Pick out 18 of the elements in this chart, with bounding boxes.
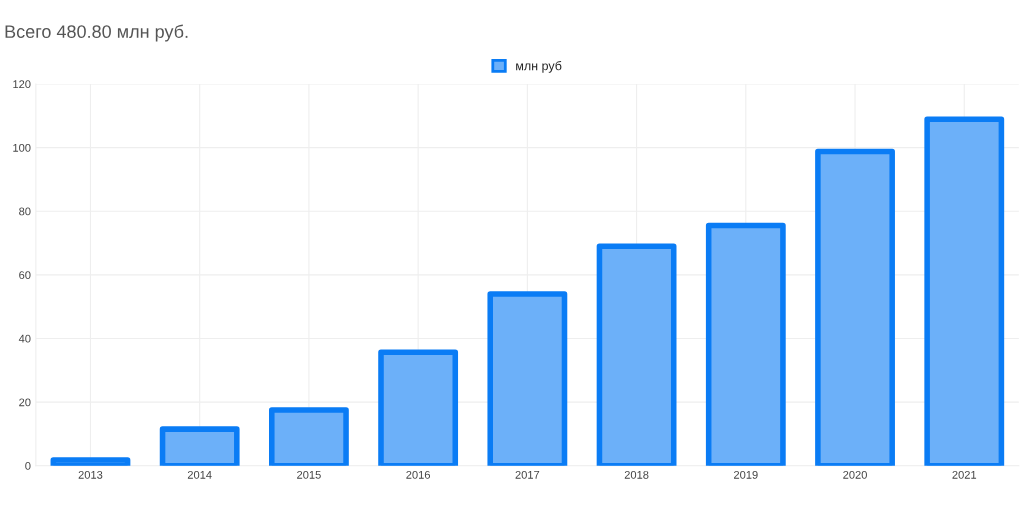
chart-title: Всего 480.80 млн руб.	[5, 24, 188, 42]
y-tick-label: 120	[13, 80, 31, 89]
x-tick-label: 2019	[734, 470, 758, 479]
y-tick-label: 40	[18, 334, 31, 343]
y-tick-label: 60	[19, 271, 31, 279]
y-tick-label: 20	[19, 398, 31, 407]
y-tick-label: 100	[13, 143, 31, 152]
x-tick-label: 2015	[297, 470, 321, 479]
x-tick-label: 2018	[624, 470, 649, 479]
x-tick-label: 2013	[78, 470, 103, 479]
legend-label: млн руб	[516, 60, 562, 73]
x-tick-label: 2016	[406, 470, 431, 479]
y-tick-label: 80	[19, 207, 31, 216]
x-tick-label: 2020	[843, 470, 867, 479]
x-tick-label: 2017	[515, 470, 540, 479]
x-tick-label: 2014	[187, 470, 212, 479]
y-tick-label: 0	[25, 462, 31, 470]
x-tick-label: 2021	[952, 470, 977, 479]
